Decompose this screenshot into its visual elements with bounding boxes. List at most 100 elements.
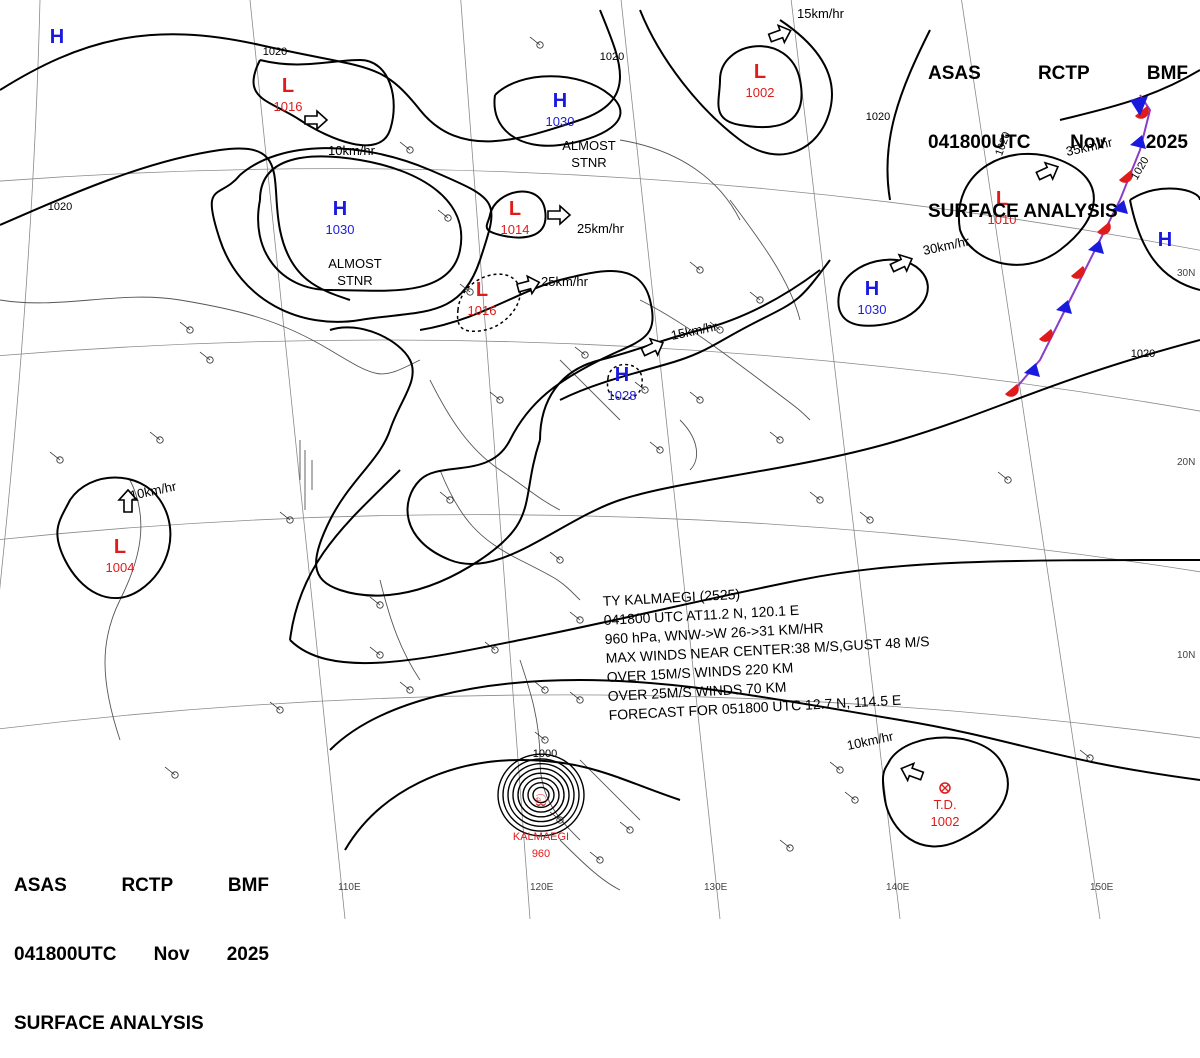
central-pressure: 1004 bbox=[106, 560, 135, 575]
station-circle-icon bbox=[536, 41, 544, 49]
station-circle-icon bbox=[556, 816, 564, 824]
wind-barb-icon bbox=[689, 391, 701, 401]
longitude-label: 140E bbox=[886, 882, 910, 893]
wind-barb-icon bbox=[549, 551, 561, 561]
typhoon-info-box: TY KALMAEGI (2525)041800 UTC AT11.2 N, 1… bbox=[602, 586, 930, 723]
header-line-2: 041800UTC Nov 2025 bbox=[928, 131, 1188, 154]
longitude-label: 130E bbox=[704, 882, 728, 893]
wind-barb-icon bbox=[164, 766, 176, 776]
typhoon-ring bbox=[512, 767, 570, 823]
motion-speed-label: 25km/hr bbox=[541, 274, 589, 289]
station-circle-icon bbox=[541, 736, 549, 744]
header-month: Nov bbox=[1070, 132, 1107, 153]
header-origin: BMF bbox=[227, 875, 269, 896]
pressure-system-h: H bbox=[50, 26, 64, 48]
station-circle-icon bbox=[376, 601, 384, 609]
cold-front-triangle bbox=[1130, 96, 1148, 116]
wind-barb-icon bbox=[619, 821, 631, 831]
station-circle-icon bbox=[556, 556, 564, 564]
central-pressure: 1028 bbox=[608, 388, 637, 403]
central-pressure: 1002 bbox=[746, 85, 775, 100]
header-line-2: 041800UTC Nov 2025 bbox=[14, 943, 269, 966]
wind-barb-icon bbox=[809, 491, 821, 501]
header-product: ASAS bbox=[14, 875, 67, 896]
high-pressure-symbol: H bbox=[333, 198, 347, 220]
cold-front-triangle bbox=[1130, 135, 1146, 149]
typhoon-icon: ඞ bbox=[535, 791, 547, 810]
wind-barb-icon bbox=[199, 351, 211, 361]
central-pressure: 1002 bbox=[931, 814, 960, 829]
wind-barb-icon bbox=[459, 283, 471, 293]
wind-barb-icon bbox=[179, 321, 191, 331]
typhoon-ring bbox=[502, 758, 580, 832]
wind-barb-icon bbox=[269, 701, 281, 711]
td-center-cross bbox=[940, 783, 950, 793]
station-circle-icon bbox=[406, 146, 414, 154]
wind-barb-icon bbox=[489, 391, 501, 401]
station-circle-icon bbox=[596, 856, 604, 864]
central-pressure: 1014 bbox=[501, 222, 530, 237]
pressure-system-h: H 1030 bbox=[326, 198, 355, 237]
wind-barb-icon bbox=[779, 839, 791, 849]
low-pressure-symbol: L bbox=[509, 198, 521, 220]
typhoon-ring bbox=[507, 762, 575, 828]
station-circle-icon bbox=[466, 288, 474, 296]
station-circle-icon bbox=[716, 326, 724, 334]
station-circle-icon bbox=[696, 396, 704, 404]
low-pressure-symbol: L bbox=[996, 188, 1008, 210]
station-circle-icon bbox=[836, 766, 844, 774]
station-circle-icon bbox=[541, 686, 549, 694]
station-circle-icon bbox=[491, 646, 499, 654]
warm-front-semicircle bbox=[1119, 170, 1133, 183]
station-circle-icon bbox=[786, 844, 794, 852]
cold-front-triangle bbox=[1024, 363, 1040, 377]
wind-barb-icon bbox=[529, 36, 541, 46]
header-station: RCTP bbox=[121, 875, 174, 896]
wind-barb-icon bbox=[437, 209, 449, 219]
pressure-system-h: H 1030 bbox=[858, 278, 887, 317]
pressure-system-l: L 1016 bbox=[274, 75, 303, 114]
wind-barb-icon bbox=[1079, 749, 1091, 759]
motion-speed-label: 25km/hr bbox=[577, 221, 625, 236]
header-origin: BMF bbox=[1146, 63, 1188, 84]
central-pressure: 1010 bbox=[988, 212, 1017, 227]
central-pressure: 1016 bbox=[468, 303, 497, 318]
wind-barb-icon bbox=[549, 811, 561, 821]
isobar-value-label: 1020 bbox=[48, 201, 72, 213]
station-circle-icon bbox=[1086, 754, 1094, 762]
motion-speed-label: 15km/hr bbox=[670, 318, 720, 343]
wind-barb-icon bbox=[649, 441, 661, 451]
low-pressure-symbol: L bbox=[114, 536, 126, 558]
cold-front-triangle bbox=[1088, 240, 1104, 254]
high-pressure-symbol: H bbox=[615, 364, 629, 386]
station-circle-icon bbox=[626, 826, 634, 834]
wind-barb-icon bbox=[569, 611, 581, 621]
station-circle-icon bbox=[276, 706, 284, 714]
header-year: 2025 bbox=[226, 944, 269, 965]
high-pressure-symbol: H bbox=[865, 278, 879, 300]
header-top-right: ASAS RCTP BMF 041800UTC Nov 2025 SURFACE… bbox=[928, 16, 1188, 246]
station-circle-icon bbox=[656, 446, 664, 454]
motion-arrow-icon bbox=[889, 253, 914, 274]
motion-arrows bbox=[117, 24, 1060, 783]
coastlines bbox=[0, 139, 811, 891]
header-month: Nov bbox=[153, 944, 190, 965]
typhoon-ring bbox=[527, 781, 555, 809]
stationary-front bbox=[1005, 94, 1152, 397]
typhoon-info-line: TY KALMAEGI (2525) bbox=[602, 586, 740, 609]
typhoon-ring bbox=[532, 786, 550, 804]
motion-arrow-icon bbox=[1035, 161, 1060, 182]
typhoon-ring bbox=[522, 777, 560, 813]
motion-arrow-icon bbox=[117, 488, 139, 513]
pressure-system-l: L 1016 bbox=[468, 279, 497, 318]
header-datetime: 041800UTC bbox=[14, 944, 117, 965]
station-circle-icon bbox=[286, 516, 294, 524]
central-pressure: 1030 bbox=[858, 302, 887, 317]
intermediate-isobars bbox=[456, 273, 643, 400]
pressure-system-h: H bbox=[1158, 229, 1172, 251]
central-pressure: 1030 bbox=[546, 114, 575, 129]
header-title: SURFACE ANALYSIS bbox=[928, 201, 1118, 222]
latitude-label: 10N bbox=[1177, 650, 1195, 661]
wind-barb-icon bbox=[399, 681, 411, 691]
stationary-note: STNR bbox=[337, 273, 372, 288]
